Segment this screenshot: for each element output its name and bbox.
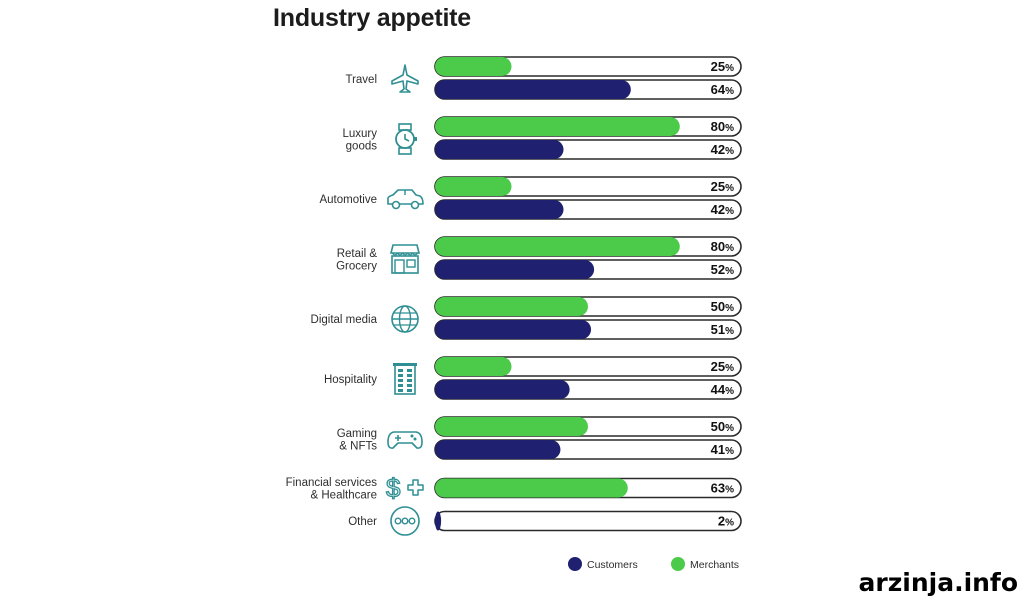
- bar-customers: 64%: [434, 79, 742, 100]
- legend-item-customers: Customers: [568, 557, 638, 571]
- data-label: 25%: [711, 59, 734, 74]
- bar-fill: [435, 511, 442, 531]
- bar-fill: [435, 478, 628, 498]
- svg-text:$: $: [386, 473, 401, 503]
- bar-fill: [435, 417, 588, 436]
- airplane-icon: [391, 64, 419, 93]
- category-label: Retail & Grocery: [336, 248, 377, 273]
- data-label: 2%: [718, 514, 734, 529]
- bar-customers: 42%: [434, 139, 742, 160]
- category-label: Luxury goods: [342, 128, 377, 153]
- bar-fill: [435, 117, 680, 136]
- bar-merchants: 50%: [434, 296, 742, 317]
- bar-fill: [435, 440, 561, 459]
- bar-merchants: 25%: [434, 356, 742, 377]
- category-labels: Travel Luxury goods Automotive Retail & Groce…: [286, 74, 378, 528]
- data-label: 50%: [711, 419, 734, 434]
- globe-icon: [391, 305, 419, 333]
- icons-layer: $: [385, 64, 424, 536]
- bar-fill: [435, 200, 564, 219]
- legend-item-merchants: Merchants: [671, 557, 739, 571]
- watermark: arzinja.info: [858, 568, 1018, 597]
- bar-merchants: 50%: [434, 416, 742, 437]
- store-icon: [389, 244, 421, 274]
- legend-label: Merchants: [690, 559, 739, 571]
- data-label: 41%: [711, 442, 734, 457]
- bar-fill: [435, 260, 595, 279]
- bar-merchants: 80%: [434, 116, 742, 137]
- data-label: 25%: [711, 179, 734, 194]
- bar-fill: [435, 57, 512, 76]
- data-label: 80%: [711, 119, 734, 134]
- data-label: 44%: [711, 382, 734, 397]
- bar-customers: 52%: [434, 259, 742, 280]
- legend: Customers Merchants: [568, 557, 739, 571]
- category-label: Hospitality: [324, 374, 377, 386]
- bar-customers: 41%: [434, 439, 742, 460]
- legend-marker: [568, 557, 582, 571]
- category-label: Automotive: [319, 194, 377, 206]
- bar-customers: 2%: [434, 510, 742, 532]
- bar-customers: 44%: [434, 379, 742, 400]
- bar-fill: [435, 320, 592, 339]
- data-label: 64%: [711, 82, 734, 97]
- data-label: 80%: [711, 239, 734, 254]
- watch-icon: [395, 123, 417, 155]
- bar-fill: [435, 80, 631, 99]
- category-label: Financial services & Healthcare: [286, 477, 378, 502]
- data-label: 42%: [711, 202, 734, 217]
- bar-fill: [435, 177, 512, 196]
- data-label: 50%: [711, 299, 734, 314]
- bar-fill: [435, 357, 512, 376]
- car-icon: [387, 189, 424, 210]
- chart-title: Industry appetite: [273, 4, 472, 32]
- bar-merchants: 25%: [434, 176, 742, 197]
- bar-customers: 42%: [434, 199, 742, 220]
- bar-fill: [435, 380, 570, 399]
- dollar-plus-icon: $: [385, 472, 424, 504]
- legend-label: Customers: [587, 559, 638, 571]
- category-label: Other: [348, 516, 377, 528]
- category-label: Travel: [345, 74, 377, 86]
- bar-fill: [435, 140, 564, 159]
- category-label: Digital media: [311, 314, 378, 326]
- gamepad-icon: [387, 431, 423, 449]
- dots-icon: [390, 506, 420, 536]
- bar-merchants: 63%: [434, 477, 742, 499]
- bar-customers: 51%: [434, 319, 742, 340]
- data-label: 25%: [711, 359, 734, 374]
- data-label: 52%: [711, 262, 734, 277]
- category-label: Gaming & NFTs: [337, 428, 378, 453]
- bar-fill: [435, 297, 588, 316]
- data-label: 51%: [711, 322, 734, 337]
- bar-merchants: 80%: [434, 236, 742, 257]
- bar-merchants: 25%: [434, 56, 742, 77]
- building-icon: [393, 363, 417, 395]
- data-label: 63%: [711, 481, 734, 496]
- bar-fill: [435, 237, 680, 256]
- data-label: 42%: [711, 142, 734, 157]
- bars-layer: 25% 64% 80% 42% 25% 42% 80% 52% 50% 51% 25% 44% 50% 4…: [434, 56, 742, 532]
- legend-marker: [671, 557, 685, 571]
- bar-track: [434, 510, 742, 532]
